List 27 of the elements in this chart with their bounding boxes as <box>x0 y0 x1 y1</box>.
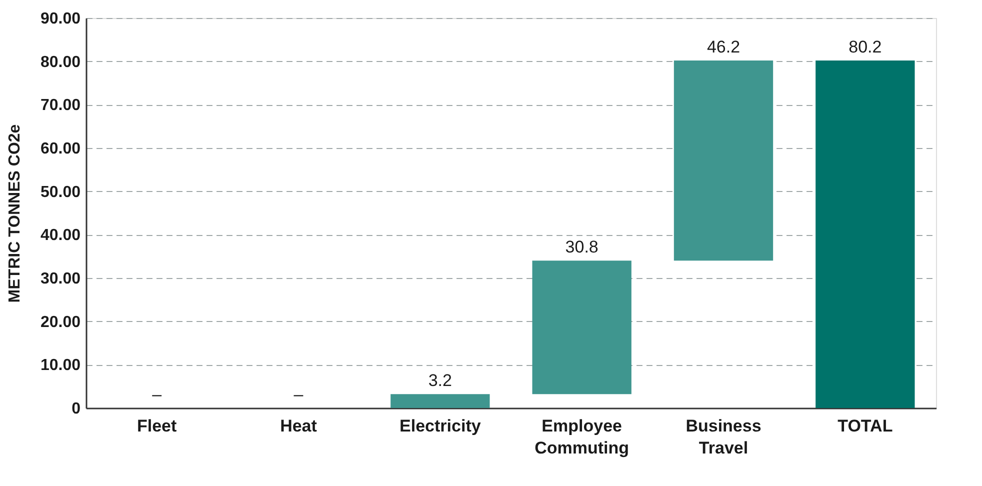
x-tick-label: Fleet <box>136 416 178 436</box>
data-label: 46.2 <box>706 37 740 56</box>
y-tick-label: 80.00 <box>40 54 81 71</box>
bar <box>674 60 774 261</box>
data-label: – <box>294 385 304 404</box>
x-tick-label: Electricity <box>400 416 482 436</box>
data-label: 3.2 <box>428 371 452 390</box>
bar <box>390 394 490 408</box>
y-tick-label: 30.00 <box>40 270 81 288</box>
x-tick-label: Business Travel <box>686 416 762 458</box>
data-label: 80.2 <box>848 37 882 56</box>
bar <box>532 260 632 394</box>
y-tick-label: 10.00 <box>40 357 81 374</box>
x-tick-label: Heat <box>280 416 318 436</box>
data-label: 30.8 <box>565 238 598 257</box>
y-tick-label: 60.00 <box>40 140 81 158</box>
y-tick-label: 40.00 <box>40 227 81 244</box>
y-tick-label: 0 <box>72 400 81 418</box>
y-tick-label: 20.00 <box>40 314 81 331</box>
data-label: – <box>152 385 162 404</box>
y-axis-title: METRIC TONNES CO2e <box>6 124 24 303</box>
y-tick-label: 70.00 <box>40 97 81 114</box>
x-tick-label: TOTAL <box>838 416 893 436</box>
y-tick-label: 90.00 <box>40 10 81 28</box>
y-tick-label: 50.00 <box>40 184 81 201</box>
bar <box>816 60 915 408</box>
x-tick-label: Employee Commuting <box>534 416 630 458</box>
